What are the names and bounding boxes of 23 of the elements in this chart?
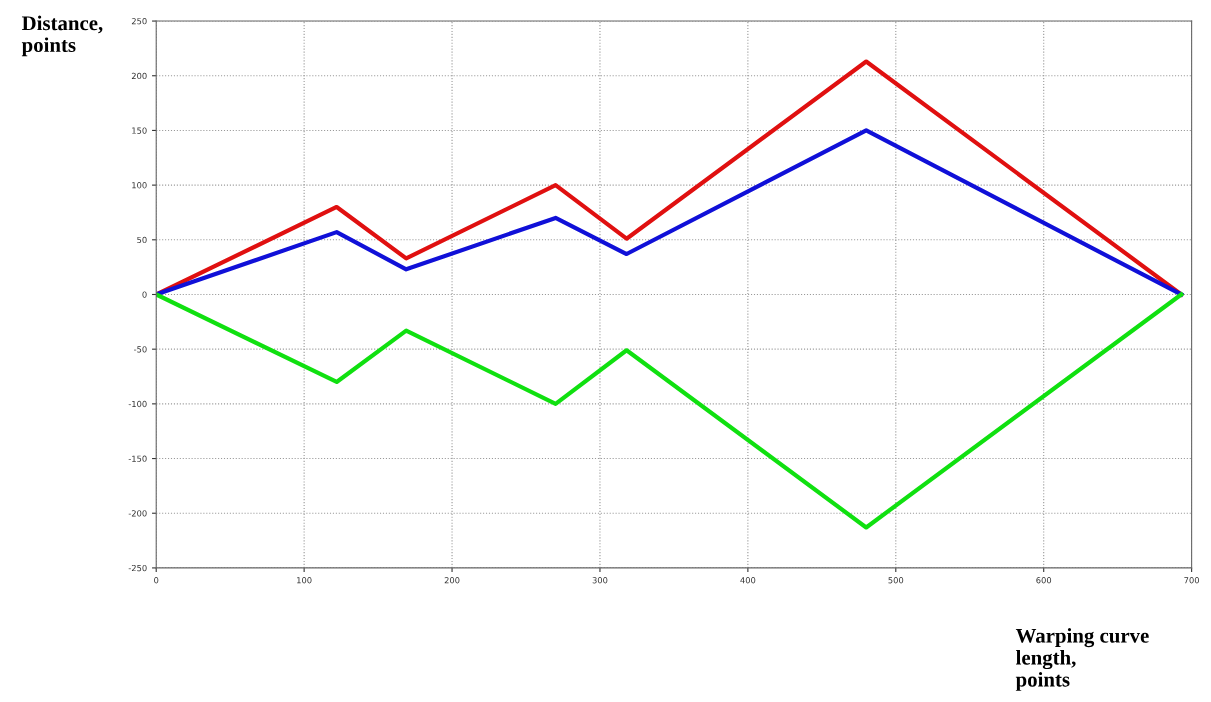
x-axis-title: Warping curve length, points bbox=[1015, 628, 1149, 691]
y-tick-label: -150 bbox=[128, 455, 147, 462]
x-tick-label: 700 bbox=[1184, 577, 1200, 584]
y-tick-label: 0 bbox=[142, 291, 147, 298]
y-tick-label: -100 bbox=[128, 400, 147, 408]
y-tick-label: 150 bbox=[132, 127, 147, 134]
x-tick-label: 300 bbox=[592, 577, 608, 584]
x-tick-label: 500 bbox=[888, 577, 904, 584]
y-tick-label: 50 bbox=[137, 236, 147, 244]
y-tick-label: -250 bbox=[128, 564, 147, 572]
x-tick-label: 600 bbox=[1036, 577, 1052, 584]
y-tick-label: -50 bbox=[133, 346, 147, 353]
line-series bbox=[156, 292, 1184, 530]
x-tick-label: 100 bbox=[297, 577, 312, 584]
x-tick-label: 0 bbox=[154, 577, 159, 584]
y-tick-label: 250 bbox=[131, 18, 147, 25]
y-axis-title: Distance, points bbox=[21, 15, 103, 57]
y-tick-label: -200 bbox=[128, 510, 147, 517]
x-tick-label: 400 bbox=[740, 577, 756, 584]
x-tick-label: 200 bbox=[444, 577, 460, 584]
line-series bbox=[156, 128, 1184, 297]
y-tick-label: 200 bbox=[131, 72, 147, 80]
y-tick-label: 100 bbox=[132, 182, 147, 189]
